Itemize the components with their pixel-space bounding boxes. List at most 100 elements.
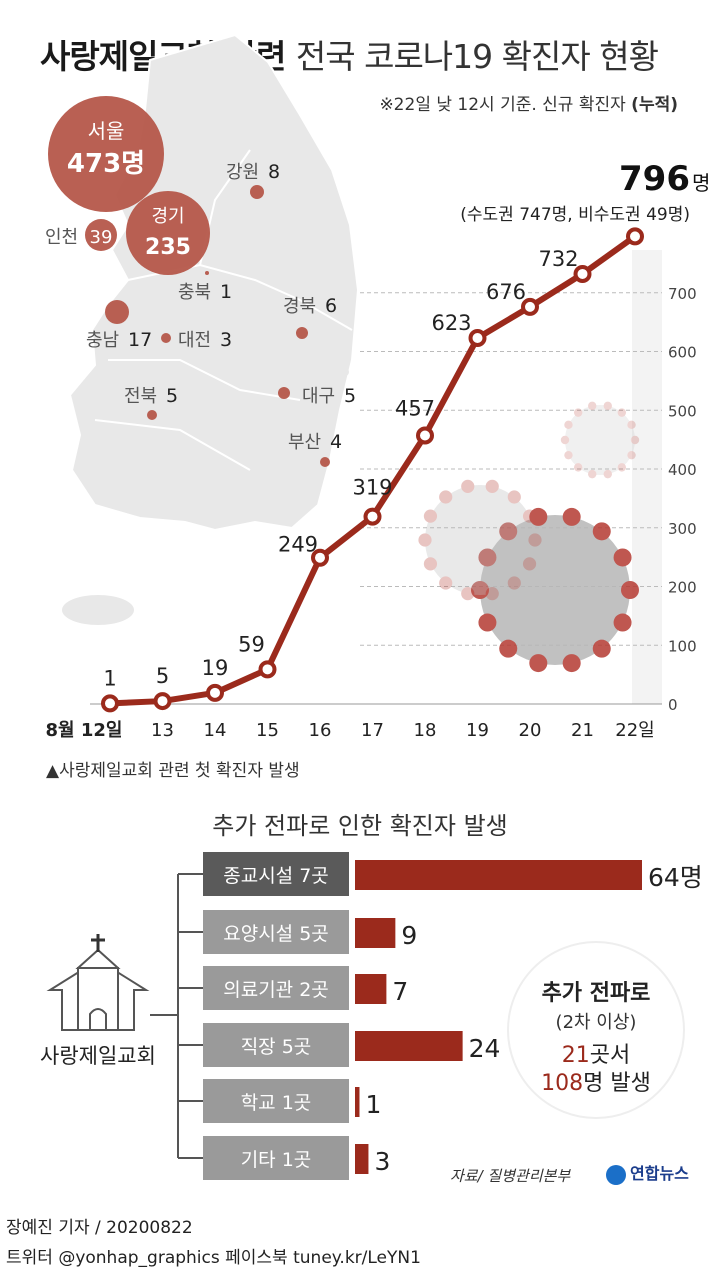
summary-count-sites: 21 <box>562 1043 590 1068</box>
last-value-note: (수도권 747명, 비수도권 49명) <box>460 205 690 225</box>
source-credit: 자료/ 질병관리본부 <box>450 1167 571 1185</box>
region-value: 1 <box>220 281 232 303</box>
virus-particle <box>471 507 639 673</box>
summary-bg <box>507 941 685 1119</box>
category-label: 종교시설 7곳 <box>223 865 329 887</box>
summary-line2-rest: 명 발생 <box>583 1071 651 1096</box>
x-tick-label: 15 <box>256 720 279 741</box>
category-label: 요양시설 5곳 <box>223 923 329 945</box>
region-name: 서울 <box>88 119 125 143</box>
data-point <box>153 692 172 711</box>
virus-spike <box>485 479 499 493</box>
virus-spike <box>573 463 583 472</box>
region-bubble <box>296 327 308 339</box>
category-box <box>203 966 349 1010</box>
logo-text: 연합뉴스 <box>630 1164 689 1183</box>
summary-line1: 21곳서 <box>562 1043 630 1068</box>
virus-spike <box>529 507 548 526</box>
data-point <box>521 297 539 316</box>
gridlines: 0 100 200 300 400 500 600 700 <box>360 285 697 714</box>
virus-spike <box>560 435 570 445</box>
data-point <box>206 683 224 702</box>
bar-section-title: 추가 전파로 인한 확진자 발생 <box>212 812 508 840</box>
category-label: 직장 5곳 <box>241 1036 312 1058</box>
virus-spike <box>439 490 453 504</box>
virus-spike <box>621 581 639 599</box>
virus-spike <box>507 490 521 504</box>
virus-body <box>425 485 535 595</box>
category-box <box>203 1023 349 1067</box>
virus-particle <box>560 401 640 479</box>
data-label-last-unit: 명 <box>692 171 710 195</box>
virus-spike <box>592 522 611 541</box>
first-case-note: ▲사랑제일교회 관련 첫 확진자 발생 <box>46 761 300 781</box>
region-borders <box>94 149 353 471</box>
virus-spike <box>627 420 636 430</box>
x-tick-label: 20 <box>519 720 542 741</box>
region-value: 5 <box>166 385 178 407</box>
region-value: 235 <box>145 235 191 260</box>
logo-globe-icon <box>606 1164 626 1185</box>
region-bubble <box>126 191 210 275</box>
y-tick-label: 400 <box>668 461 697 479</box>
bar-value-label: 7 <box>392 977 408 1006</box>
region-bubble <box>250 185 264 199</box>
virus-spike <box>499 639 518 658</box>
virus-spike <box>461 587 475 601</box>
x-tick-label: 21 <box>571 720 594 741</box>
x-tick-label: 14 <box>204 720 227 741</box>
bar-value-label: 24 <box>469 1034 501 1063</box>
bar-value-label: 64명 <box>648 863 703 892</box>
data-point <box>363 507 382 526</box>
data-label: 319 <box>352 476 392 500</box>
region-bubble <box>48 96 164 212</box>
y-tick-label: 200 <box>668 579 697 597</box>
virus-spike <box>630 435 640 445</box>
virus-spike <box>617 463 627 472</box>
region-name: 대전 <box>178 330 211 351</box>
category-label: 의료기관 2곳 <box>223 979 329 1001</box>
data-label-last: 796 <box>619 159 690 199</box>
virus-spike <box>562 507 581 526</box>
x-tick-label: 17 <box>361 720 384 741</box>
virus-spike <box>564 420 573 430</box>
x-tick-label: 13 <box>151 720 174 741</box>
virus-illustration <box>418 401 640 673</box>
note-bold: (누적) <box>631 95 678 115</box>
virus-particle <box>418 479 542 601</box>
virus-spike <box>613 613 632 632</box>
region-value: 3 <box>220 329 232 351</box>
virus-spike <box>529 654 548 673</box>
region-bubble <box>85 219 117 251</box>
region-name: 인천 <box>45 227 78 248</box>
summary-count-cases: 108 <box>541 1071 583 1096</box>
virus-spike <box>588 469 597 479</box>
bar-value-label: 9 <box>401 921 417 950</box>
data-label: 623 <box>431 311 471 335</box>
y-tick-label: 300 <box>668 520 697 538</box>
region-value: 17 <box>128 329 152 351</box>
virus-spike <box>617 408 627 417</box>
virus-spike <box>507 576 521 590</box>
region-name: 충북 <box>178 282 211 303</box>
virus-spike <box>627 450 636 460</box>
data-point <box>468 328 487 347</box>
region-value: 8 <box>268 161 280 183</box>
church-icon <box>46 934 150 1031</box>
region-bubble <box>278 387 290 399</box>
church-roof <box>75 948 121 969</box>
root-label: 사랑제일교회 <box>40 1044 156 1068</box>
data-label: 19 <box>202 656 229 680</box>
bar <box>355 974 387 1004</box>
x-tick-label: 18 <box>414 720 437 741</box>
ulleung-island-shape <box>341 368 349 376</box>
virus-spike <box>613 548 632 567</box>
virus-spike <box>603 401 612 411</box>
bar <box>355 1031 463 1061</box>
data-label: 457 <box>395 397 435 421</box>
y-tick-label: 500 <box>668 402 697 420</box>
virus-body <box>480 515 630 665</box>
data-point <box>626 227 644 246</box>
